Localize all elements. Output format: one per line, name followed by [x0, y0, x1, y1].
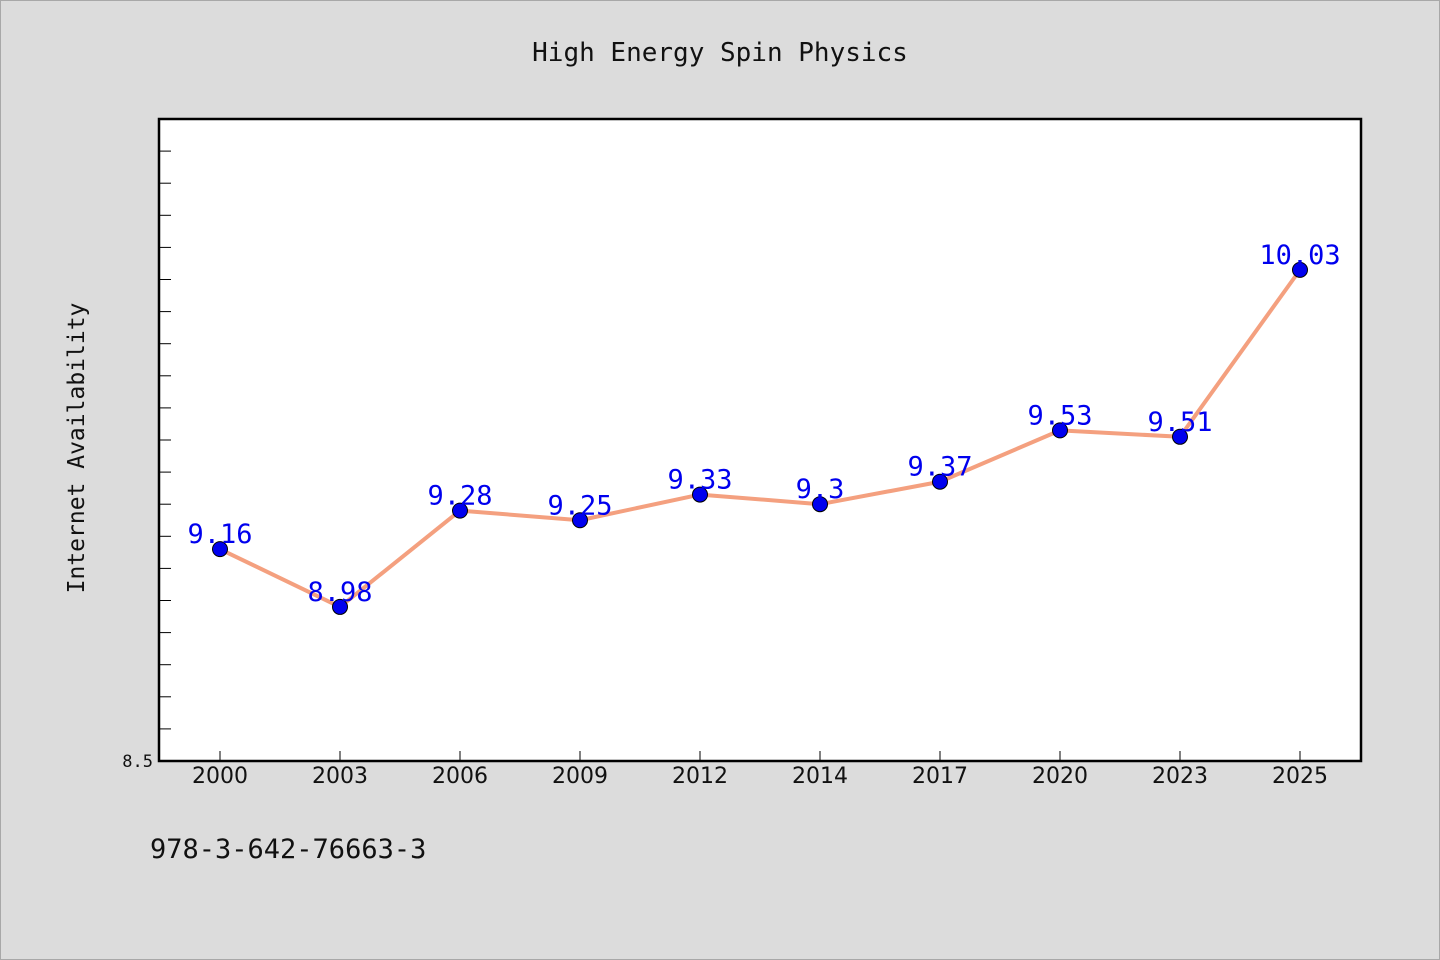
data-point	[692, 486, 708, 503]
data-label: 9.28	[427, 481, 492, 512]
plot-area	[157, 117, 1363, 763]
x-tick-label: 2006	[432, 764, 488, 789]
y-axis-tick-labels: 8.5	[122, 752, 153, 772]
data-label: 8.98	[307, 577, 372, 608]
data-point	[1292, 261, 1308, 278]
data-label: 9.16	[187, 519, 252, 550]
data-labels: 9.16 8.98 9.28 9.25 9.33 9.3 9.37 9.53 9.51 10.03	[187, 240, 1340, 608]
data-label: 9.33	[667, 465, 732, 496]
x-tick-label: 2023	[1152, 764, 1208, 789]
x-axis-ticks	[219, 751, 1301, 761]
series-line	[218, 267, 1302, 609]
chart-title: High Energy Spin Physics	[532, 38, 908, 68]
x-axis-tick-labels: 2000 2003 2006 2009 2012 2014 2017 2020 2023 2025	[192, 764, 1328, 789]
data-point	[212, 541, 228, 558]
x-tick-label: 2003	[312, 764, 368, 789]
x-tick-label: 2014	[792, 764, 848, 789]
x-tick-label: 2020	[1032, 764, 1088, 789]
y-axis-ticks	[159, 150, 171, 730]
data-point	[332, 598, 348, 615]
y-axis-label: Internet Availability	[64, 303, 90, 594]
data-label: 9.51	[1147, 407, 1212, 438]
series-markers	[212, 261, 1308, 615]
x-tick-label: 2000	[192, 764, 248, 789]
data-label: 9.25	[547, 490, 612, 521]
x-tick-label: 2017	[912, 764, 968, 789]
data-label: 9.53	[1027, 400, 1092, 431]
x-tick-label: 2012	[672, 764, 728, 789]
y-tick-label: 8.5	[122, 752, 153, 772]
isbn-label: 978-3-642-76663-3	[150, 834, 427, 865]
data-point	[932, 473, 948, 490]
x-tick-label: 2009	[552, 764, 608, 789]
data-point	[1172, 428, 1188, 445]
data-point	[452, 502, 468, 519]
data-point	[812, 496, 828, 513]
x-tick-label: 2025	[1272, 764, 1328, 789]
data-point	[1052, 422, 1068, 439]
data-label: 10.03	[1259, 240, 1340, 271]
data-label: 9.3	[796, 474, 845, 505]
data-point	[572, 512, 588, 529]
data-label: 9.37	[907, 452, 972, 483]
